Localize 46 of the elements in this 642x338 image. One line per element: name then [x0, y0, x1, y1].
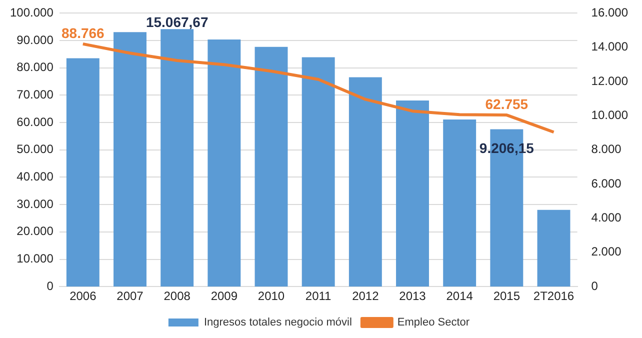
bar — [537, 210, 570, 287]
bar — [114, 32, 146, 287]
x-tick-label: 2006 — [70, 289, 97, 304]
y2-tick-label: 6.000 — [591, 176, 622, 190]
data-label: 15.067,67 — [146, 14, 208, 30]
x-tick-label: 2T2016 — [533, 289, 574, 304]
y-tick-label: 30.000 — [16, 196, 54, 211]
bar — [396, 100, 429, 287]
y-tick-label: 100.000 — [10, 6, 54, 20]
legend-label: Ingresos totales negocio móvil — [204, 316, 352, 329]
bar — [443, 119, 476, 287]
bar — [66, 58, 100, 287]
y-tick-label: 40.000 — [16, 170, 54, 184]
x-tick-label: 2008 — [164, 289, 191, 304]
y-tick-label: 10.000 — [16, 252, 54, 266]
bar — [160, 29, 194, 287]
data-label: 62.755 — [485, 96, 528, 112]
bar — [208, 40, 241, 287]
x-tick-label: 2010 — [258, 289, 285, 304]
y2-tick-label: 10.000 — [591, 108, 628, 122]
y-tick-label: 80.000 — [16, 60, 54, 74]
y-tick-label: 50.000 — [16, 142, 54, 156]
y-tick-label: 70.000 — [16, 88, 54, 102]
y2-tick-label: 14.000 — [591, 40, 628, 54]
x-tick-label: 2007 — [116, 289, 144, 304]
y-tick-label: 60.000 — [16, 114, 54, 129]
y2-tick-label: 12.000 — [591, 74, 628, 88]
x-tick-label: 2014 — [446, 289, 474, 304]
y-tick-label: 20.000 — [16, 224, 54, 238]
y-tick-label: 0 — [46, 278, 54, 293]
x-tick-label: 2009 — [210, 289, 238, 304]
y2-tick-label: 8.000 — [591, 142, 622, 156]
x-tick-label: 2015 — [493, 289, 520, 304]
x-tick-label: 2011 — [305, 289, 332, 304]
y-tick-label: 90.000 — [16, 32, 54, 47]
bar — [348, 77, 382, 287]
bar — [302, 57, 335, 287]
legend-label: Empleo Sector — [397, 316, 470, 329]
y2-tick-label: 2.000 — [591, 244, 622, 259]
x-tick-label: 2012 — [352, 289, 380, 304]
y2-tick-label: 4.000 — [591, 210, 622, 225]
bar — [254, 46, 288, 287]
data-label: 88.766 — [62, 24, 105, 41]
y2-tick-label: 16.000 — [591, 6, 628, 20]
x-tick-label: 2013 — [399, 289, 426, 304]
y2-tick-label: 0 — [591, 278, 598, 293]
